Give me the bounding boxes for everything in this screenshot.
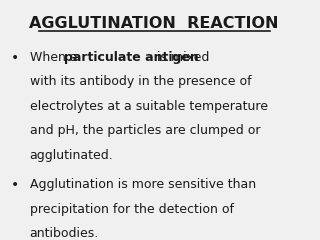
Text: particulate antigen: particulate antigen (64, 51, 199, 64)
Text: is mixed: is mixed (153, 51, 209, 64)
Text: Agglutination is more sensitive than: Agglutination is more sensitive than (29, 178, 256, 191)
Text: antibodies.: antibodies. (29, 227, 99, 240)
Text: and pH, the particles are clumped or: and pH, the particles are clumped or (29, 125, 260, 138)
Text: agglutinated.: agglutinated. (29, 149, 113, 162)
Text: •: • (11, 51, 20, 65)
Text: electrolytes at a suitable temperature: electrolytes at a suitable temperature (29, 100, 268, 113)
Text: •: • (11, 178, 20, 192)
Text: with its antibody in the presence of: with its antibody in the presence of (29, 75, 251, 88)
Text: When a: When a (29, 51, 81, 64)
Text: precipitation for the detection of: precipitation for the detection of (29, 203, 234, 216)
Text: AGGLUTINATION  REACTION: AGGLUTINATION REACTION (29, 16, 279, 31)
